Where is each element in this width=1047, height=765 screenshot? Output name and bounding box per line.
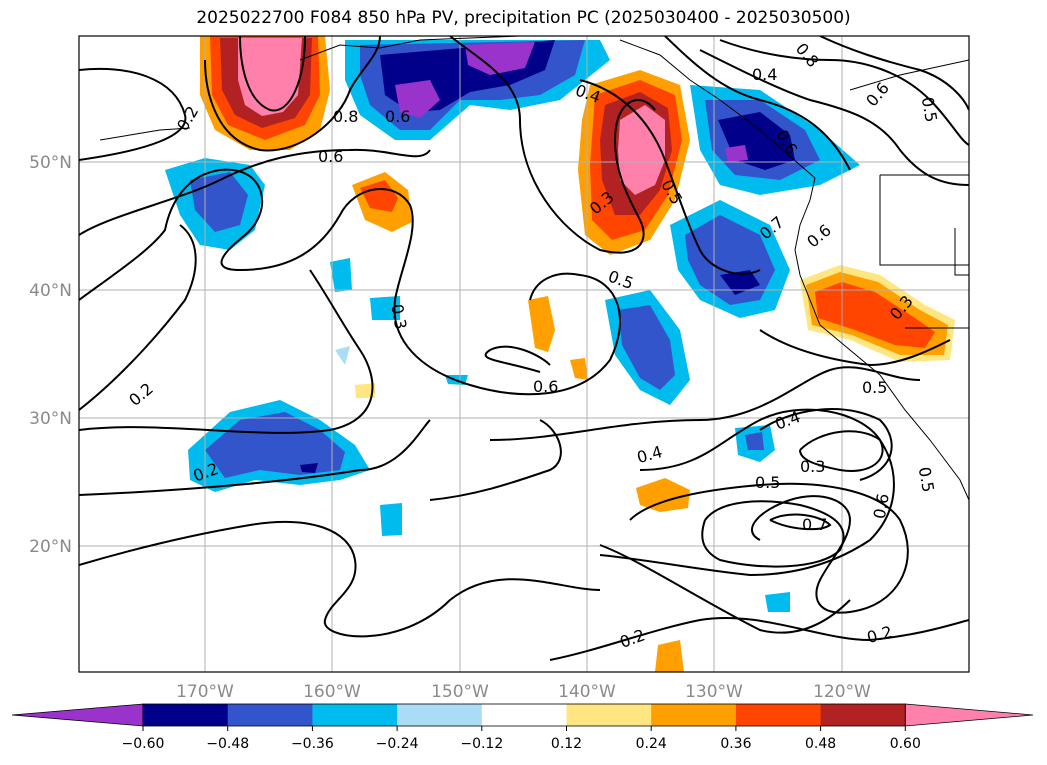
- colorbar-frame: [142, 703, 906, 727]
- positive-anomaly-blob: [355, 383, 375, 398]
- negative-anomaly-blob: [720, 270, 760, 295]
- colorbar-segment: [735, 704, 822, 726]
- coastlines: [99, 36, 969, 501]
- shaded-fields: [165, 36, 955, 672]
- positive-anomaly-blob: [528, 296, 555, 352]
- negative-anomaly-blob: [745, 432, 764, 450]
- contour-label: 0.8: [333, 107, 358, 126]
- colorbar-segment: [820, 704, 906, 726]
- latitude-labels: 50°N 40°N 30°N 20°N: [29, 153, 72, 557]
- lon-label: 120°W: [813, 682, 871, 702]
- colorbar: −0.60 −0.48 −0.36 −0.24 −0.12 0.12 0.24 0.36 0.4…: [11, 703, 1034, 752]
- lat-label: 20°N: [29, 537, 72, 557]
- chart-title: 2025022700 F084 850 hPa PV, precipitatio…: [196, 8, 851, 28]
- longitude-labels: 170°W 160°W 150°W 140°W 130°W 120°W: [176, 682, 871, 702]
- colorbar-tick-label: 0.60: [890, 736, 921, 752]
- lon-label: 170°W: [176, 682, 234, 702]
- negative-anomaly-blob: [380, 503, 402, 536]
- negative-anomaly-blob: [370, 296, 400, 320]
- colorbar-tick-label: −0.60: [122, 736, 165, 752]
- gridlines: [79, 36, 969, 672]
- map-area: 0.2 0.8 0.6 0.4 0.5 0.8 0.6 0.4 0.5 0.6 …: [79, 36, 969, 672]
- colorbar-segment: [481, 704, 567, 726]
- colorbar-tick-label: 0.48: [805, 736, 836, 752]
- lat-label: 50°N: [29, 153, 72, 173]
- contour-label: 0.5: [862, 378, 887, 397]
- lon-label: 140°W: [558, 682, 616, 702]
- contour-label: 0.6: [533, 377, 558, 396]
- positive-anomaly-blob: [815, 282, 935, 348]
- lon-label: 130°W: [685, 682, 743, 702]
- contour-label: 0.7: [802, 515, 827, 534]
- contour-label: 0.3: [387, 303, 410, 331]
- colorbar-tick-label: 0.12: [551, 736, 582, 752]
- negative-anomaly-blob: [618, 305, 675, 390]
- colorbar-tick-label: −0.36: [291, 736, 334, 752]
- colorbar-tick-label: 0.24: [636, 736, 667, 752]
- colorbar-segment: [227, 704, 313, 726]
- positive-anomaly-blob: [570, 358, 588, 380]
- negative-anomaly-blob: [330, 258, 352, 292]
- positive-anomaly-blob: [655, 640, 684, 672]
- negative-anomaly-blob: [395, 80, 440, 118]
- colorbar-segment: [904, 703, 1034, 727]
- colorbar-segment: [143, 704, 229, 726]
- lon-label: 150°W: [431, 682, 489, 702]
- negative-anomaly-blob: [465, 42, 535, 75]
- contour-label: 0.6: [318, 147, 343, 166]
- colorbar-segment: [312, 704, 398, 726]
- negative-anomaly-blob: [205, 412, 345, 478]
- colorbar-tick-label: −0.12: [460, 736, 503, 752]
- map-frame: [78, 35, 970, 673]
- positive-anomaly-blob: [636, 478, 690, 512]
- contour-label: 0.6: [870, 492, 893, 520]
- colorbar-segment: [397, 704, 483, 726]
- colorbar-tick-label: −0.24: [376, 736, 419, 752]
- lat-label: 30°N: [29, 409, 72, 429]
- contour-label: 0.6: [385, 107, 410, 126]
- colorbar-segment: [651, 704, 737, 726]
- negative-anomaly-blob: [335, 346, 350, 365]
- lat-label: 40°N: [29, 281, 72, 301]
- colorbar-segment: [566, 704, 652, 726]
- contour-label: 0.4: [752, 65, 777, 84]
- lon-label: 160°W: [303, 682, 361, 702]
- contour-label: 0.5: [755, 473, 780, 492]
- contour-label: 0.3: [800, 457, 825, 476]
- negative-anomaly-blob: [725, 145, 748, 162]
- colorbar-segment: [11, 703, 144, 727]
- negative-anomaly-blob: [300, 463, 318, 473]
- positive-anomaly-blob: [360, 180, 398, 212]
- contour-label: 0.5: [918, 95, 941, 123]
- colorbar-tick-label: 0.36: [720, 736, 751, 752]
- map-background: [79, 36, 969, 672]
- pv-contours: [79, 36, 969, 661]
- negative-anomaly-blob: [765, 592, 790, 612]
- colorbar-tick-label: −0.48: [206, 736, 249, 752]
- contour-label: 0.5: [915, 465, 938, 493]
- positive-anomaly-blob: [618, 105, 665, 195]
